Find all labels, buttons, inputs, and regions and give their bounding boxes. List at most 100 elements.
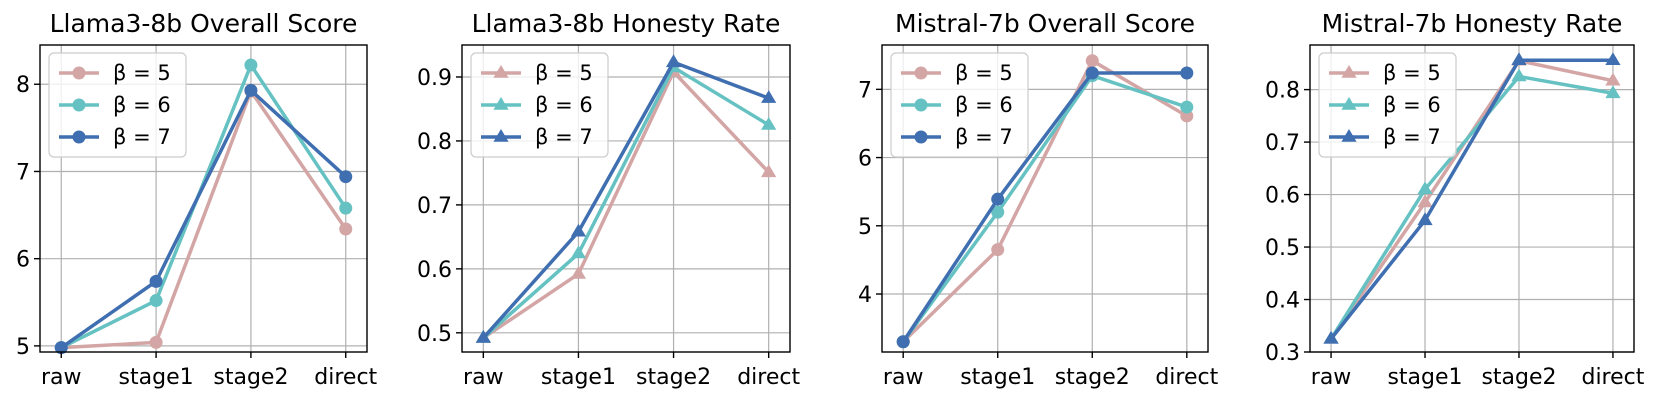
- x-tick-label: direct: [1581, 365, 1644, 390]
- y-tick-label: 0.4: [1265, 289, 1300, 314]
- legend-box: [890, 52, 1029, 158]
- data-point-beta6: [1180, 100, 1194, 114]
- legend-marker: [914, 98, 928, 112]
- series-line-beta7: [481, 60, 771, 340]
- legend-label: β = 6: [955, 93, 1013, 117]
- y-tick-label: 0.6: [417, 258, 452, 283]
- data-point-beta7: [1511, 52, 1527, 66]
- data-point-beta7: [1085, 66, 1099, 80]
- legend: β = 5 β = 6 β = 7: [48, 52, 187, 158]
- legend-box: [1318, 52, 1457, 158]
- data-point-beta7: [1417, 212, 1433, 226]
- x-tick-label: stage1: [119, 365, 194, 390]
- plot-frame: [461, 44, 791, 353]
- x-tick-label: raw: [41, 365, 82, 390]
- legend: β = 5 β = 6 β = 7: [890, 52, 1029, 158]
- y-tick-label: 0.9: [417, 66, 452, 91]
- legend-marker: [1341, 65, 1357, 78]
- data-point-beta7: [1180, 66, 1194, 80]
- plot-frame: [39, 44, 368, 353]
- y-tick-label: 0.5: [1265, 236, 1300, 261]
- y-tick-label: 7: [16, 160, 30, 185]
- data-point-beta6: [1605, 85, 1621, 99]
- data-point-beta6: [991, 205, 1005, 219]
- series-line-beta6: [901, 73, 1189, 344]
- data-point-beta6: [149, 294, 163, 308]
- chart-panel-3: raw stage1 stage2 direct 4 5 6 7 Mistral-7b Over…: [858, 9, 1219, 390]
- chart-title: Mistral-7b Honesty Rate: [1322, 9, 1623, 38]
- data-point-beta5: [339, 222, 353, 236]
- series-line-beta5: [901, 58, 1189, 344]
- data-point-beta6: [1511, 68, 1527, 82]
- x-tick-label: raw: [883, 365, 924, 390]
- data-point-beta7: [665, 54, 682, 68]
- chart-panel-4: raw stage1 stage2 direct 0.3 0.4 0.5 0.6 0.7 0.8 M…: [1265, 9, 1645, 390]
- legend-label: β = 7: [113, 125, 171, 149]
- series-line-beta7: [901, 71, 1189, 344]
- legend-label: β = 7: [955, 125, 1013, 149]
- data-point-beta5: [991, 243, 1005, 257]
- y-tick-label: 5: [16, 335, 30, 360]
- legend-marker: [914, 66, 928, 80]
- legend-label: β = 7: [1383, 125, 1441, 149]
- series-line-beta6: [1329, 74, 1615, 341]
- series-line-beta5: [59, 89, 348, 350]
- data-point-beta7: [475, 329, 491, 343]
- data-point-beta5: [1417, 194, 1433, 208]
- legend-marker: [1341, 97, 1357, 110]
- y-tick-label: 8: [16, 73, 30, 98]
- series-line-beta5: [481, 70, 771, 340]
- legend-marker: [72, 66, 86, 80]
- legend-marker: [72, 98, 86, 112]
- y-tick-label: 0.6: [1265, 184, 1300, 209]
- legend-marker: [493, 97, 509, 110]
- legend-marker: [72, 130, 86, 144]
- data-point-beta7: [339, 170, 353, 184]
- legend-marker: [914, 130, 928, 144]
- x-tick-label: stage1: [1387, 365, 1462, 390]
- chart-title: Llama3-8b Honesty Rate: [472, 9, 781, 38]
- legend-marker: [1341, 129, 1357, 142]
- data-point-beta7: [761, 90, 777, 103]
- y-tick-label: 0.8: [417, 130, 452, 155]
- data-point-beta6: [570, 245, 587, 259]
- y-tick-label: 6: [858, 147, 872, 172]
- legend-label: β = 5: [1383, 61, 1441, 85]
- series-line-beta7: [1329, 58, 1615, 341]
- legend-label: β = 6: [1383, 93, 1441, 117]
- legend-label: β = 6: [113, 93, 171, 117]
- legend-label: β = 6: [535, 93, 593, 117]
- x-tick-label: direct: [737, 365, 800, 390]
- data-point-beta5: [570, 265, 587, 279]
- chart-title: Mistral-7b Overall Score: [895, 9, 1195, 38]
- data-point-beta5: [149, 335, 163, 349]
- legend-marker: [493, 129, 509, 142]
- x-tick-label: raw: [1311, 365, 1352, 390]
- data-point-beta5: [761, 164, 777, 178]
- data-point-beta7: [991, 192, 1005, 206]
- data-point-beta5: [1085, 54, 1099, 68]
- legend: β = 5 β = 6 β = 7: [1318, 52, 1457, 158]
- x-tick-label: stage2: [1055, 365, 1130, 390]
- legend-marker: [493, 65, 509, 78]
- x-tick-label: direct: [1155, 365, 1218, 390]
- data-point-beta7: [54, 341, 68, 355]
- legend: β = 5 β = 6 β = 7: [470, 52, 609, 158]
- y-tick-label: 0.8: [1265, 79, 1300, 104]
- data-point-beta6: [339, 201, 353, 215]
- x-tick-label: stage2: [213, 365, 288, 390]
- data-point-beta6: [244, 58, 258, 72]
- plot-frame: [1309, 44, 1635, 353]
- legend-label: β = 5: [535, 61, 593, 85]
- y-tick-label: 0.7: [417, 194, 452, 219]
- data-point-beta6: [1417, 181, 1433, 195]
- chart-panel-1: raw stage1 stage2 direct 5 6 7 8 Llama3-8b Overa…: [16, 9, 378, 390]
- x-tick-label: stage2: [636, 365, 711, 390]
- x-tick-label: stage1: [541, 365, 616, 390]
- series-line-beta7: [59, 88, 348, 350]
- x-tick-label: stage2: [1481, 365, 1556, 390]
- series-line-beta6: [481, 65, 771, 340]
- x-tick-label: direct: [314, 365, 377, 390]
- data-point-beta7: [896, 335, 910, 349]
